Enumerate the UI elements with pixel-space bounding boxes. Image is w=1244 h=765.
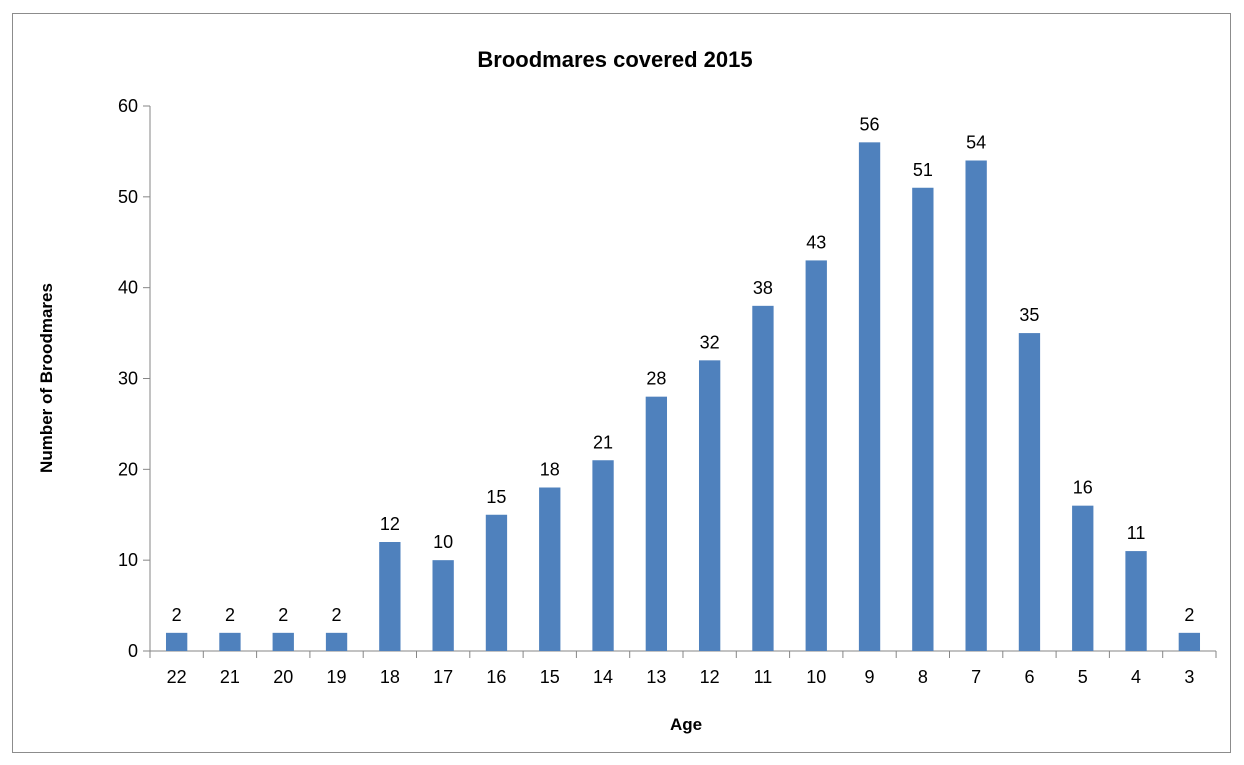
y-tick-label: 30 [118, 369, 138, 389]
bar [645, 396, 668, 651]
x-tick-label: 15 [540, 667, 560, 687]
bar [219, 632, 241, 651]
data-label: 2 [172, 605, 182, 625]
bar [912, 187, 934, 651]
x-tick-label: 19 [327, 667, 347, 687]
bar [539, 487, 561, 651]
plot-area: 0102030405060222221220219121810171516181… [118, 96, 1217, 687]
data-label: 11 [1127, 523, 1146, 543]
y-tick-label: 40 [118, 278, 138, 298]
data-label: 54 [966, 133, 986, 153]
y-tick-label: 10 [118, 550, 138, 570]
y-tick-label: 0 [128, 641, 138, 661]
y-tick-label: 60 [118, 96, 138, 116]
bar [805, 260, 827, 651]
bar [965, 160, 987, 651]
bar [752, 305, 774, 651]
bar [379, 542, 401, 651]
x-axis-title: Age [670, 715, 702, 734]
x-tick-label: 8 [918, 667, 928, 687]
bar [698, 360, 721, 651]
data-label: 21 [593, 432, 613, 452]
y-tick-label: 20 [118, 459, 138, 479]
x-tick-label: 5 [1078, 667, 1088, 687]
x-tick-label: 22 [167, 667, 187, 687]
data-label: 10 [433, 532, 453, 552]
x-tick-label: 3 [1184, 667, 1194, 687]
x-tick-label: 14 [593, 667, 613, 687]
data-label: 2 [278, 605, 288, 625]
bar [592, 460, 614, 651]
bar [325, 632, 348, 651]
x-tick-label: 7 [971, 667, 981, 687]
bar [485, 514, 508, 651]
bar [858, 142, 881, 652]
data-label: 18 [540, 460, 560, 480]
bar [1018, 333, 1041, 651]
data-label: 28 [646, 369, 666, 389]
x-tick-label: 16 [486, 667, 506, 687]
x-tick-label: 17 [433, 667, 453, 687]
data-label: 12 [380, 514, 400, 534]
bar [272, 632, 294, 651]
x-tick-label: 18 [380, 667, 400, 687]
x-tick-label: 9 [865, 667, 875, 687]
bar [1072, 505, 1094, 651]
x-tick-label: 20 [273, 667, 293, 687]
x-tick-label: 21 [220, 667, 240, 687]
data-label: 35 [1019, 305, 1039, 325]
data-label: 2 [332, 605, 342, 625]
x-tick-label: 10 [806, 667, 826, 687]
y-axis-title: Number of Broodmares [37, 283, 56, 473]
data-label: 43 [806, 232, 826, 252]
x-tick-label: 13 [646, 667, 666, 687]
x-tick-label: 11 [754, 667, 773, 687]
data-label: 2 [225, 605, 235, 625]
y-tick-label: 50 [118, 187, 138, 207]
y-axis-title-group: Number of Broodmares [37, 283, 56, 473]
bar [432, 560, 454, 651]
data-label: 56 [860, 114, 880, 134]
chart-title: Broodmares covered 2015 [477, 47, 752, 72]
data-label: 51 [913, 160, 933, 180]
x-tick-label: 4 [1131, 667, 1141, 687]
data-label: 2 [1184, 605, 1194, 625]
data-label: 15 [486, 487, 506, 507]
data-label: 32 [700, 332, 720, 352]
x-tick-label: 6 [1024, 667, 1034, 687]
bar [1178, 632, 1201, 651]
bar [165, 632, 188, 651]
x-tick-label: 12 [700, 667, 720, 687]
data-label: 38 [753, 278, 773, 298]
data-label: 16 [1073, 478, 1093, 498]
bar [1125, 551, 1147, 651]
